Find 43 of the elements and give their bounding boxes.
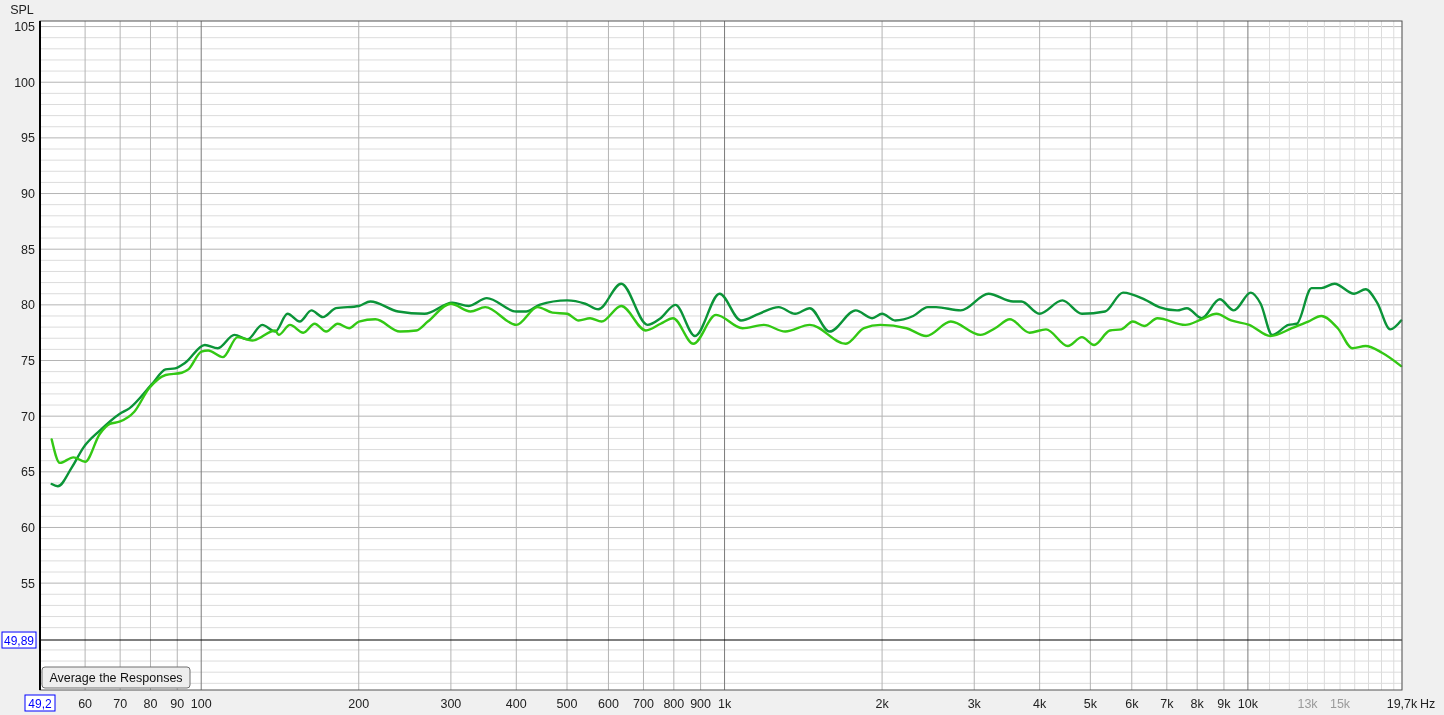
button: Average the Responses	[41, 666, 191, 689]
x-tick-label: 8k	[1190, 697, 1205, 711]
x-tick-label: 19,7k	[1386, 697, 1419, 711]
x-tick-label: 49,2	[28, 696, 52, 711]
y-tick-label: 80	[21, 298, 36, 313]
x-tick-label: 9k	[1217, 697, 1232, 711]
x-tick-label: 70	[113, 697, 128, 711]
y-tick-label: 105	[14, 20, 36, 35]
y-tick-label: 95	[21, 131, 36, 146]
x-tick-label: 800	[663, 697, 685, 711]
x-tick-label: 5k	[1083, 697, 1098, 711]
y-tick-label: 90	[21, 187, 36, 202]
x-tick-label: 13k	[1297, 697, 1319, 711]
y-tick-label: 70	[21, 409, 36, 424]
x-tick-label: 100	[190, 697, 212, 711]
y-tick-label: 55	[21, 576, 36, 591]
y-tick-label: 100	[14, 75, 36, 90]
x-axis-title: Hz	[1420, 697, 1436, 711]
y-tick-label: 85	[21, 242, 36, 257]
x-tick-label: 80	[143, 697, 158, 711]
y-tick-label: 65	[21, 465, 36, 480]
x-tick-label: 10k	[1237, 697, 1259, 711]
x-tick-label: 6k	[1125, 697, 1140, 711]
annotation: Average the Responses	[49, 671, 183, 685]
ref-line-label: 49,89	[3, 633, 35, 648]
y-tick-label: 75	[21, 354, 36, 369]
x-tick-label: 90	[170, 697, 185, 711]
x-tick-label: 15k	[1329, 697, 1351, 711]
y-axis-title: SPL	[10, 3, 34, 17]
x-tick-label: 700	[633, 697, 654, 711]
x-tick-label: 2k	[875, 697, 890, 711]
x-tick-label: 200	[348, 697, 370, 711]
x-tick-label: 3k	[967, 697, 982, 711]
x-tick-label: 600	[598, 697, 619, 711]
x-tick-label: 60	[78, 697, 93, 711]
x-tick-label: 4k	[1033, 697, 1047, 711]
x-tick-label: 300	[440, 697, 462, 711]
x-tick-label: 900	[690, 697, 712, 711]
x-tick-label: 7k	[1160, 697, 1175, 711]
x-tick-label: 400	[505, 697, 527, 711]
x-tick-label: 500	[556, 697, 578, 711]
x-tick-label: 1k	[717, 697, 732, 711]
y-tick-label: 60	[21, 520, 36, 535]
